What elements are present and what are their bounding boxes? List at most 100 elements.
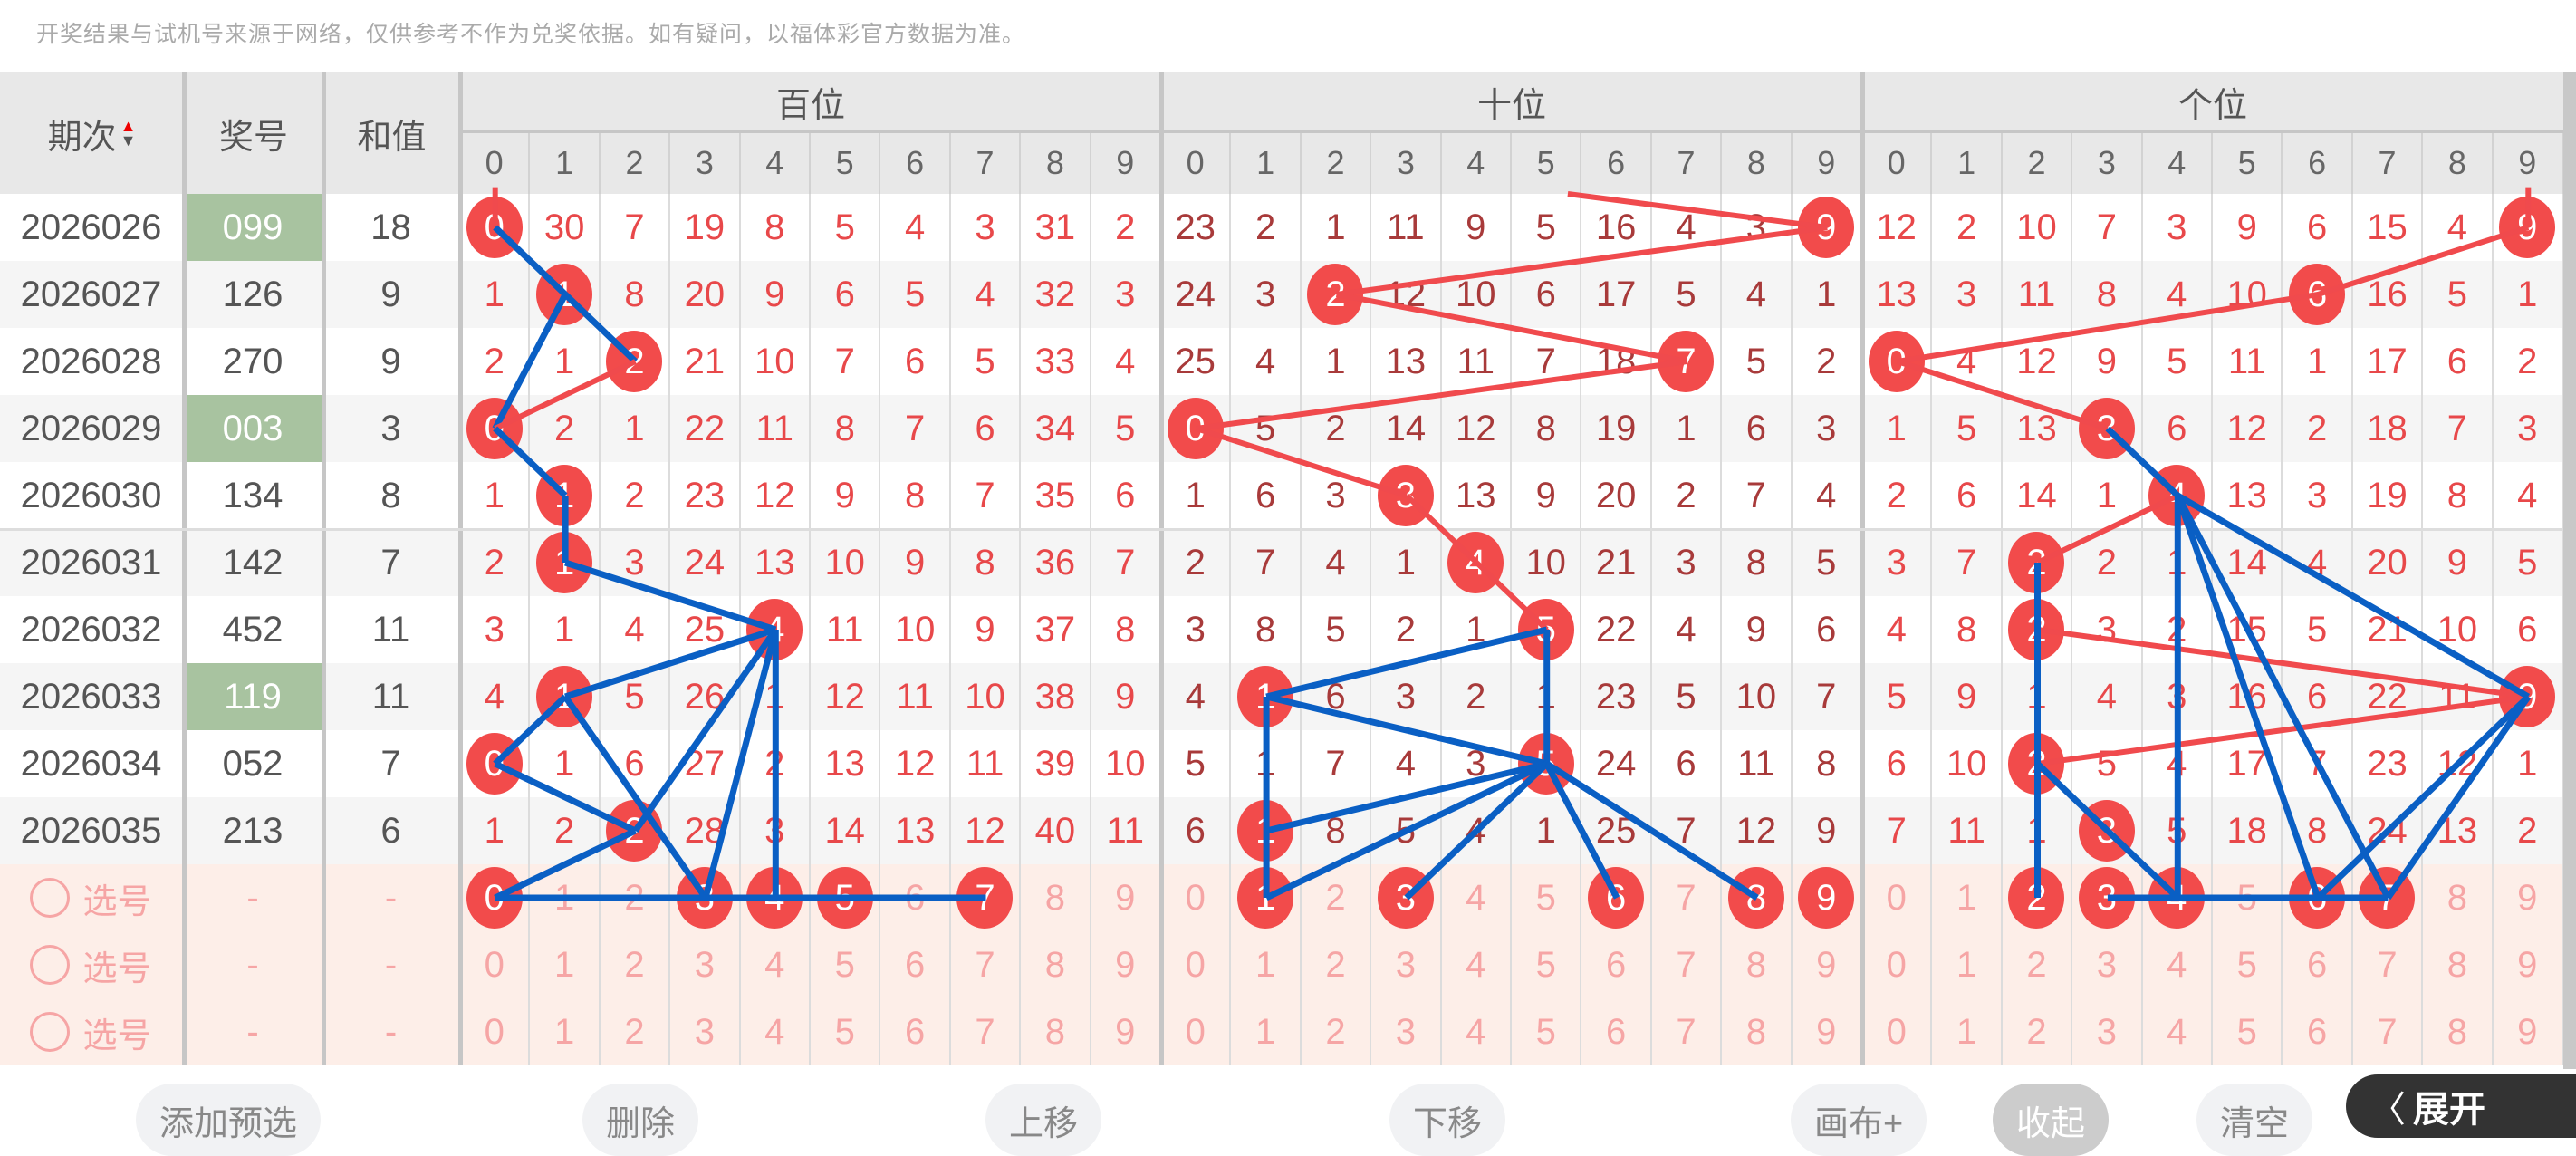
select-digit-cell[interactable]: 0 bbox=[1161, 998, 1232, 1065]
select-digit[interactable]: 1 bbox=[553, 877, 575, 918]
select-digit[interactable]: 9 bbox=[2517, 1011, 2538, 1052]
canvas-add-button[interactable]: 画布+ bbox=[1791, 1084, 1927, 1156]
select-digit-cell[interactable]: 6 bbox=[1581, 998, 1652, 1065]
selected-ball[interactable]: 6 bbox=[1588, 867, 1645, 929]
select-digit[interactable]: 5 bbox=[1535, 877, 1556, 918]
select-digit[interactable]: 9 bbox=[1816, 1011, 1837, 1052]
select-digit[interactable]: 4 bbox=[1466, 944, 1486, 985]
select-digit[interactable]: 2 bbox=[1325, 1011, 1346, 1052]
move-down-button[interactable]: 下移 bbox=[1389, 1084, 1506, 1156]
select-digit[interactable]: 0 bbox=[1886, 877, 1907, 918]
select-digit-cell[interactable]: 3 bbox=[2072, 864, 2143, 931]
select-digit-cell[interactable]: 8 bbox=[1021, 931, 1091, 998]
select-digit-cell[interactable]: 3 bbox=[1371, 931, 1442, 998]
select-digit[interactable]: 1 bbox=[553, 1011, 575, 1052]
selected-ball[interactable]: 9 bbox=[1798, 867, 1855, 929]
select-digit-cell[interactable]: 8 bbox=[1722, 998, 1793, 1065]
select-digit-cell[interactable]: 6 bbox=[2283, 864, 2353, 931]
select-digit[interactable]: 9 bbox=[2517, 877, 2538, 918]
select-digit-cell[interactable]: 2 bbox=[601, 931, 671, 998]
select-digit[interactable]: 8 bbox=[2446, 1011, 2467, 1052]
select-digit-cell[interactable]: 2 bbox=[1302, 998, 1372, 1065]
select-digit-cell[interactable]: 9 bbox=[2494, 931, 2563, 998]
select-digit-cell[interactable]: 5 bbox=[2213, 931, 2283, 998]
radio-circle-icon[interactable] bbox=[30, 878, 71, 918]
select-digit[interactable]: 7 bbox=[2377, 944, 2398, 985]
select-digit-cell[interactable]: 4 bbox=[741, 864, 811, 931]
select-digit-cell[interactable]: 5 bbox=[2213, 998, 2283, 1065]
select-digit-cell[interactable]: 1 bbox=[1932, 864, 2003, 931]
radio-circle-icon[interactable] bbox=[30, 1012, 71, 1052]
select-digit[interactable]: 6 bbox=[2306, 1011, 2328, 1052]
select-digit[interactable]: 2 bbox=[624, 1011, 645, 1052]
collapse-button[interactable]: 收起 bbox=[1993, 1084, 2110, 1156]
select-digit-cell[interactable]: 5 bbox=[811, 864, 881, 931]
select-digit[interactable]: 6 bbox=[904, 1011, 926, 1052]
expand-button[interactable]: 〈 展开 bbox=[2346, 1074, 2576, 1138]
select-digit[interactable]: 1 bbox=[1254, 1011, 1276, 1052]
select-digit-cell[interactable]: 5 bbox=[811, 998, 881, 1065]
selected-ball[interactable]: 4 bbox=[2148, 867, 2206, 929]
select-digit[interactable]: 9 bbox=[1115, 877, 1136, 918]
select-digit-cell[interactable]: 5 bbox=[1512, 864, 1582, 931]
select-digit-cell[interactable]: 3 bbox=[1371, 864, 1442, 931]
select-digit-cell[interactable]: 2 bbox=[1302, 931, 1372, 998]
select-digit-cell[interactable]: 3 bbox=[670, 864, 741, 931]
select-digit-cell[interactable]: 4 bbox=[1442, 931, 1512, 998]
select-digit[interactable]: 4 bbox=[1466, 1011, 1486, 1052]
clear-button[interactable]: 清空 bbox=[2196, 1084, 2313, 1156]
select-digit[interactable]: 4 bbox=[2167, 944, 2187, 985]
select-digit[interactable]: 1 bbox=[1956, 877, 1977, 918]
select-digit[interactable]: 7 bbox=[975, 944, 995, 985]
select-digit[interactable]: 6 bbox=[904, 944, 926, 985]
select-digit-cell[interactable]: 9 bbox=[1091, 931, 1161, 998]
select-digit-cell[interactable]: 7 bbox=[1652, 931, 1723, 998]
select-digit[interactable]: 4 bbox=[764, 1011, 785, 1052]
select-digit-cell[interactable]: 8 bbox=[1722, 864, 1793, 931]
select-digit-cell[interactable]: 5 bbox=[1512, 998, 1582, 1065]
select-digit-cell[interactable]: 0 bbox=[460, 931, 531, 998]
select-digit-cell[interactable]: 6 bbox=[2283, 998, 2353, 1065]
select-digit[interactable]: 2 bbox=[2026, 1011, 2047, 1052]
select-digit[interactable]: 7 bbox=[1676, 1011, 1697, 1052]
select-digit-cell[interactable]: 9 bbox=[1091, 998, 1161, 1065]
select-digit-cell[interactable]: 1 bbox=[1231, 998, 1302, 1065]
select-digit[interactable]: 3 bbox=[1395, 1011, 1416, 1052]
select-digit-cell[interactable]: 7 bbox=[951, 998, 1022, 1065]
select-digit[interactable]: 8 bbox=[1745, 944, 1766, 985]
select-digit-cell[interactable]: 7 bbox=[2353, 864, 2424, 931]
select-digit-cell[interactable]: 4 bbox=[741, 931, 811, 998]
select-digit-cell[interactable]: 0 bbox=[1862, 998, 1933, 1065]
select-digit[interactable]: 5 bbox=[2236, 944, 2257, 985]
select-digit[interactable]: 6 bbox=[1605, 1011, 1627, 1052]
selected-ball[interactable]: 8 bbox=[1727, 867, 1784, 929]
select-digit[interactable]: 0 bbox=[484, 944, 505, 985]
select-digit-cell[interactable]: 7 bbox=[951, 931, 1022, 998]
select-digit-cell[interactable]: 3 bbox=[670, 998, 741, 1065]
select-digit[interactable]: 3 bbox=[2096, 944, 2117, 985]
select-digit-cell[interactable]: 2 bbox=[2003, 864, 2073, 931]
select-digit-cell[interactable]: 5 bbox=[1512, 931, 1582, 998]
radio-circle-icon[interactable] bbox=[30, 945, 71, 985]
select-digit[interactable]: 5 bbox=[834, 1011, 855, 1052]
select-digit-cell[interactable]: 8 bbox=[2423, 931, 2494, 998]
selected-ball[interactable]: 7 bbox=[2359, 867, 2416, 929]
select-digit-cell[interactable]: 8 bbox=[1021, 864, 1091, 931]
select-digit[interactable]: 5 bbox=[1535, 1011, 1556, 1052]
select-digit[interactable]: 0 bbox=[1886, 1011, 1907, 1052]
select-digit-cell[interactable]: 2 bbox=[2003, 931, 2073, 998]
select-digit[interactable]: 2 bbox=[1325, 944, 1346, 985]
select-digit-cell[interactable]: 4 bbox=[741, 998, 811, 1065]
select-digit-cell[interactable]: 2 bbox=[2003, 998, 2073, 1065]
select-digit[interactable]: 8 bbox=[1745, 1011, 1766, 1052]
select-digit[interactable]: 9 bbox=[2517, 944, 2538, 985]
select-digit[interactable]: 2 bbox=[2026, 944, 2047, 985]
select-digit[interactable]: 5 bbox=[2236, 877, 2257, 918]
header-period[interactable]: 期次 ▲ ▼ bbox=[0, 72, 184, 194]
select-digit-cell[interactable]: 6 bbox=[1581, 931, 1652, 998]
select-digit[interactable]: 5 bbox=[834, 944, 855, 985]
select-digit-cell[interactable]: 7 bbox=[2353, 931, 2424, 998]
select-digit-cell[interactable]: 9 bbox=[1091, 864, 1161, 931]
scrollbar[interactable] bbox=[2563, 72, 2576, 1069]
selected-ball[interactable]: 3 bbox=[2078, 867, 2135, 929]
